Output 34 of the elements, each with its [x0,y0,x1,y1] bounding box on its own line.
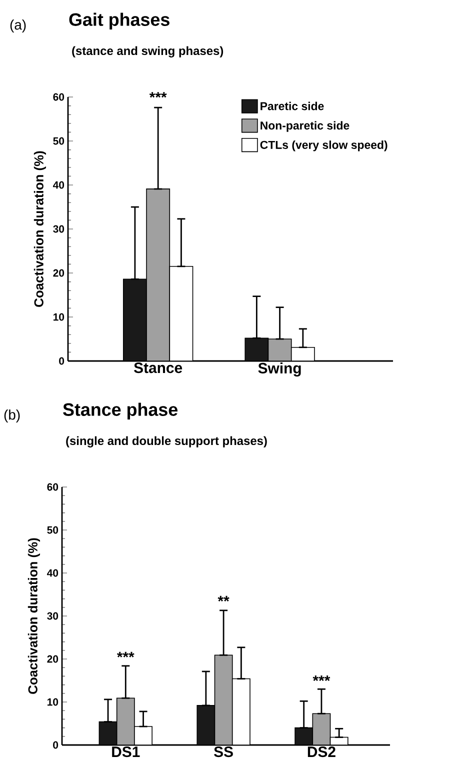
y-tick-label: 10 [48,698,58,706]
y-tick-label: 30 [47,612,58,620]
y-tick-label: 50 [47,526,58,534]
x-tick-label: DS1 [112,746,140,758]
legend-label: Paretic side [260,102,324,110]
y-tick-label: 0 [53,741,58,749]
y-tick-label: 30 [53,225,64,233]
x-tick-label: Stance [134,362,182,374]
y-tick-label: 20 [47,655,58,663]
text: (b) [4,409,20,422]
chart-title: Gait phases [69,12,170,30]
y-tick-label: 0 [59,357,64,365]
chart-subtitle: (stance and swing phases) [72,46,224,58]
y-tick-label: 40 [53,181,64,189]
y-tick-label: 50 [53,137,64,145]
y-tick-label: 20 [53,269,64,277]
annotation: ** [218,596,230,602]
annotation: *** [312,675,330,682]
x-tick-label: DS2 [308,746,336,758]
chart-title: Stance phase [63,402,178,420]
y-tick-label: 60 [53,93,64,101]
y-tick-label: 60 [47,483,58,491]
x-tick-label: SS [214,746,233,758]
text: (a) [10,19,26,32]
y-tick-label: 40 [47,569,58,577]
y-tick-label: 10 [54,313,64,321]
legend-label: CTLs (very slow speed) [260,140,388,152]
y-axis-title: Coactivation duration (%) [28,538,40,694]
legend-label: Non-paretic side [260,121,350,132]
x-tick-label: Swing [258,362,301,377]
annotation: *** [116,652,134,658]
chart-subtitle: (single and double support phases) [66,436,267,448]
y-axis-title: Coactivation duration (%) [34,151,46,307]
annotation: *** [149,92,167,98]
